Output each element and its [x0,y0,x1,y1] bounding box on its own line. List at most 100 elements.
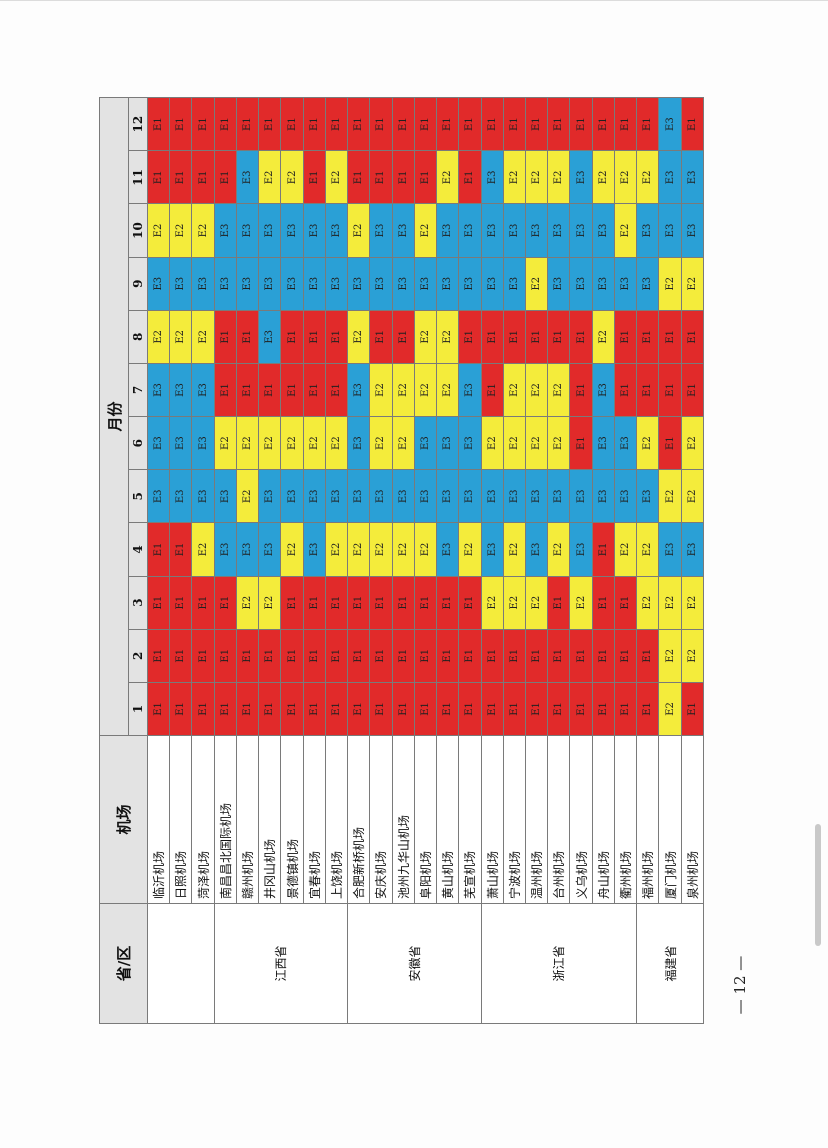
grade-cell: E3 [280,257,304,311]
grade-cell: E2 [569,576,593,630]
grade-cell: E3 [614,469,637,523]
grade-cell: E1 [236,310,259,364]
grade-cell: E1 [325,310,348,364]
grade-cell: E2 [392,416,415,470]
grade-cell: E1 [547,629,570,683]
grade-cell: E3 [147,469,170,523]
grade-cell: E3 [169,469,192,523]
grade-cell: E1 [303,576,326,630]
airport-name-cell: 黄山机场 [436,735,459,904]
grade-cell: E3 [303,203,326,258]
grade-cell: E3 [658,203,682,258]
grade-cell: E3 [525,522,548,577]
table-row: 义乌机场 E1 E1 E2 E3 E3 E1 E1 E1 E3 E3 E3 E1 [569,97,593,1024]
grade-cell: E3 [481,150,504,204]
grade-cell: E2 [658,257,682,311]
grade-cell: E3 [347,363,370,417]
grade-cell: E3 [303,469,326,523]
grade-cell: E2 [280,522,304,577]
grade-cell: E3 [436,416,459,470]
grade-cell: E3 [614,416,637,470]
grade-cell: E2 [547,522,570,577]
grade-cell: E2 [636,576,659,630]
grade-cell: E1 [658,310,682,364]
grade-cell: E3 [303,257,326,311]
grade-cell: E1 [147,97,170,151]
grade-cell: E2 [303,416,326,470]
grade-cell: E3 [191,416,215,470]
table-row: 浙江省 萧山机场 E1 E1 E2 E3 E3 E2 E1 E1 E3 E3 E3 E1 [481,97,637,1024]
grade-cell: E3 [258,203,281,258]
grade-cell: E3 [436,257,459,311]
grade-cell: E2 [525,150,548,204]
grade-cell: E1 [169,629,192,683]
grade-cell: E1 [369,576,393,630]
grade-cell: E3 [503,469,526,523]
grade-cell: E1 [414,97,437,151]
grade-cell: E1 [614,363,637,417]
grade-cell: E2 [414,310,437,364]
grade-cell: E1 [681,310,704,364]
province-cell: 江西省 [214,903,348,1024]
grade-cell: E1 [592,629,615,683]
grade-cell: E1 [191,150,215,204]
grade-cell: E2 [658,629,682,683]
airport-name-cell: 舟山机场 [592,735,615,904]
grade-cell: E3 [569,203,593,258]
grade-cell: E1 [614,310,637,364]
grade-cell: E3 [547,469,570,523]
grade-cell: E2 [169,203,192,258]
grade-cell: E3 [236,203,259,258]
grade-cell: E3 [458,363,482,417]
grade-cell: E2 [414,203,437,258]
grade-cell: E1 [636,97,659,151]
grade-cell: E2 [325,150,348,204]
grade-cell: E2 [547,150,570,204]
grade-cell: E2 [392,363,415,417]
grade-cell: E1 [458,310,482,364]
grade-cell: E1 [347,682,370,736]
grade-cell: E2 [214,416,237,470]
table-row: 上饶机场 E1 E1 E1 E2 E3 E2 E1 E1 E3 E3 E2 E1 [325,97,348,1024]
grade-cell: E1 [147,576,170,630]
month-header-10: 10 [128,203,148,258]
airport-name-cell: 合肥新桥机场 [347,735,370,904]
grade-cell: E2 [525,576,548,630]
grade-cell: E3 [458,203,482,258]
grade-cell: E2 [436,310,459,364]
grade-cell: E3 [147,363,170,417]
grade-cell: E1 [636,682,659,736]
grade-cell: E1 [169,522,192,577]
grade-cell: E1 [636,629,659,683]
grade-cell: E1 [592,97,615,151]
grade-cell: E3 [414,257,437,311]
grade-cell: E1 [569,416,593,470]
table-row: 安徽省 合肥新桥机场 E1 E1 E1 E2 E3 E3 E3 E2 E3 E2 E1 E1 [347,97,482,1024]
grade-cell: E1 [414,150,437,204]
grade-cell: E3 [481,522,504,577]
grade-cell: E1 [280,310,304,364]
grade-cell: E1 [458,150,482,204]
airport-name-cell: 台州机场 [547,735,570,904]
grade-cell: E1 [258,97,281,151]
month-group-header: 月份 [99,97,129,736]
table-row: 芜宣机场 E1 E1 E1 E2 E3 E3 E3 E1 E3 E3 E1 E1 [458,97,482,1024]
grade-cell: E3 [503,203,526,258]
grade-cell: E1 [392,310,415,364]
airport-name-cell: 日照机场 [169,735,192,904]
grade-cell: E1 [503,629,526,683]
month-header-5: 5 [128,469,148,523]
airport-name-cell: 景德镇机场 [280,735,304,904]
grade-cell: E2 [191,203,215,258]
vertical-scrollbar[interactable] [815,824,821,946]
grade-cell: E1 [369,150,393,204]
table-row: 菏泽机场 E1 E1 E1 E2 E3 E3 E3 E2 E3 E2 E1 E1 [191,97,215,1024]
airport-name-cell: 临沂机场 [147,735,170,904]
grade-cell: E2 [681,469,704,523]
grade-cell: E1 [347,97,370,151]
grade-cell: E3 [325,469,348,523]
rotated-table-wrapper: 省/区 机场 月份 1 2 3 4 5 6 7 8 9 10 11 12 临沂机场 E1 E1 E1 E1 E3… [99,97,704,1024]
table-row: 宁波机场 E1 E1 E2 E2 E3 E2 E2 E1 E3 E3 E2 E1 [503,97,526,1024]
table-row: 黄山机场 E1 E1 E1 E3 E3 E3 E2 E2 E3 E3 E2 E1 [436,97,459,1024]
grade-cell: E1 [325,576,348,630]
